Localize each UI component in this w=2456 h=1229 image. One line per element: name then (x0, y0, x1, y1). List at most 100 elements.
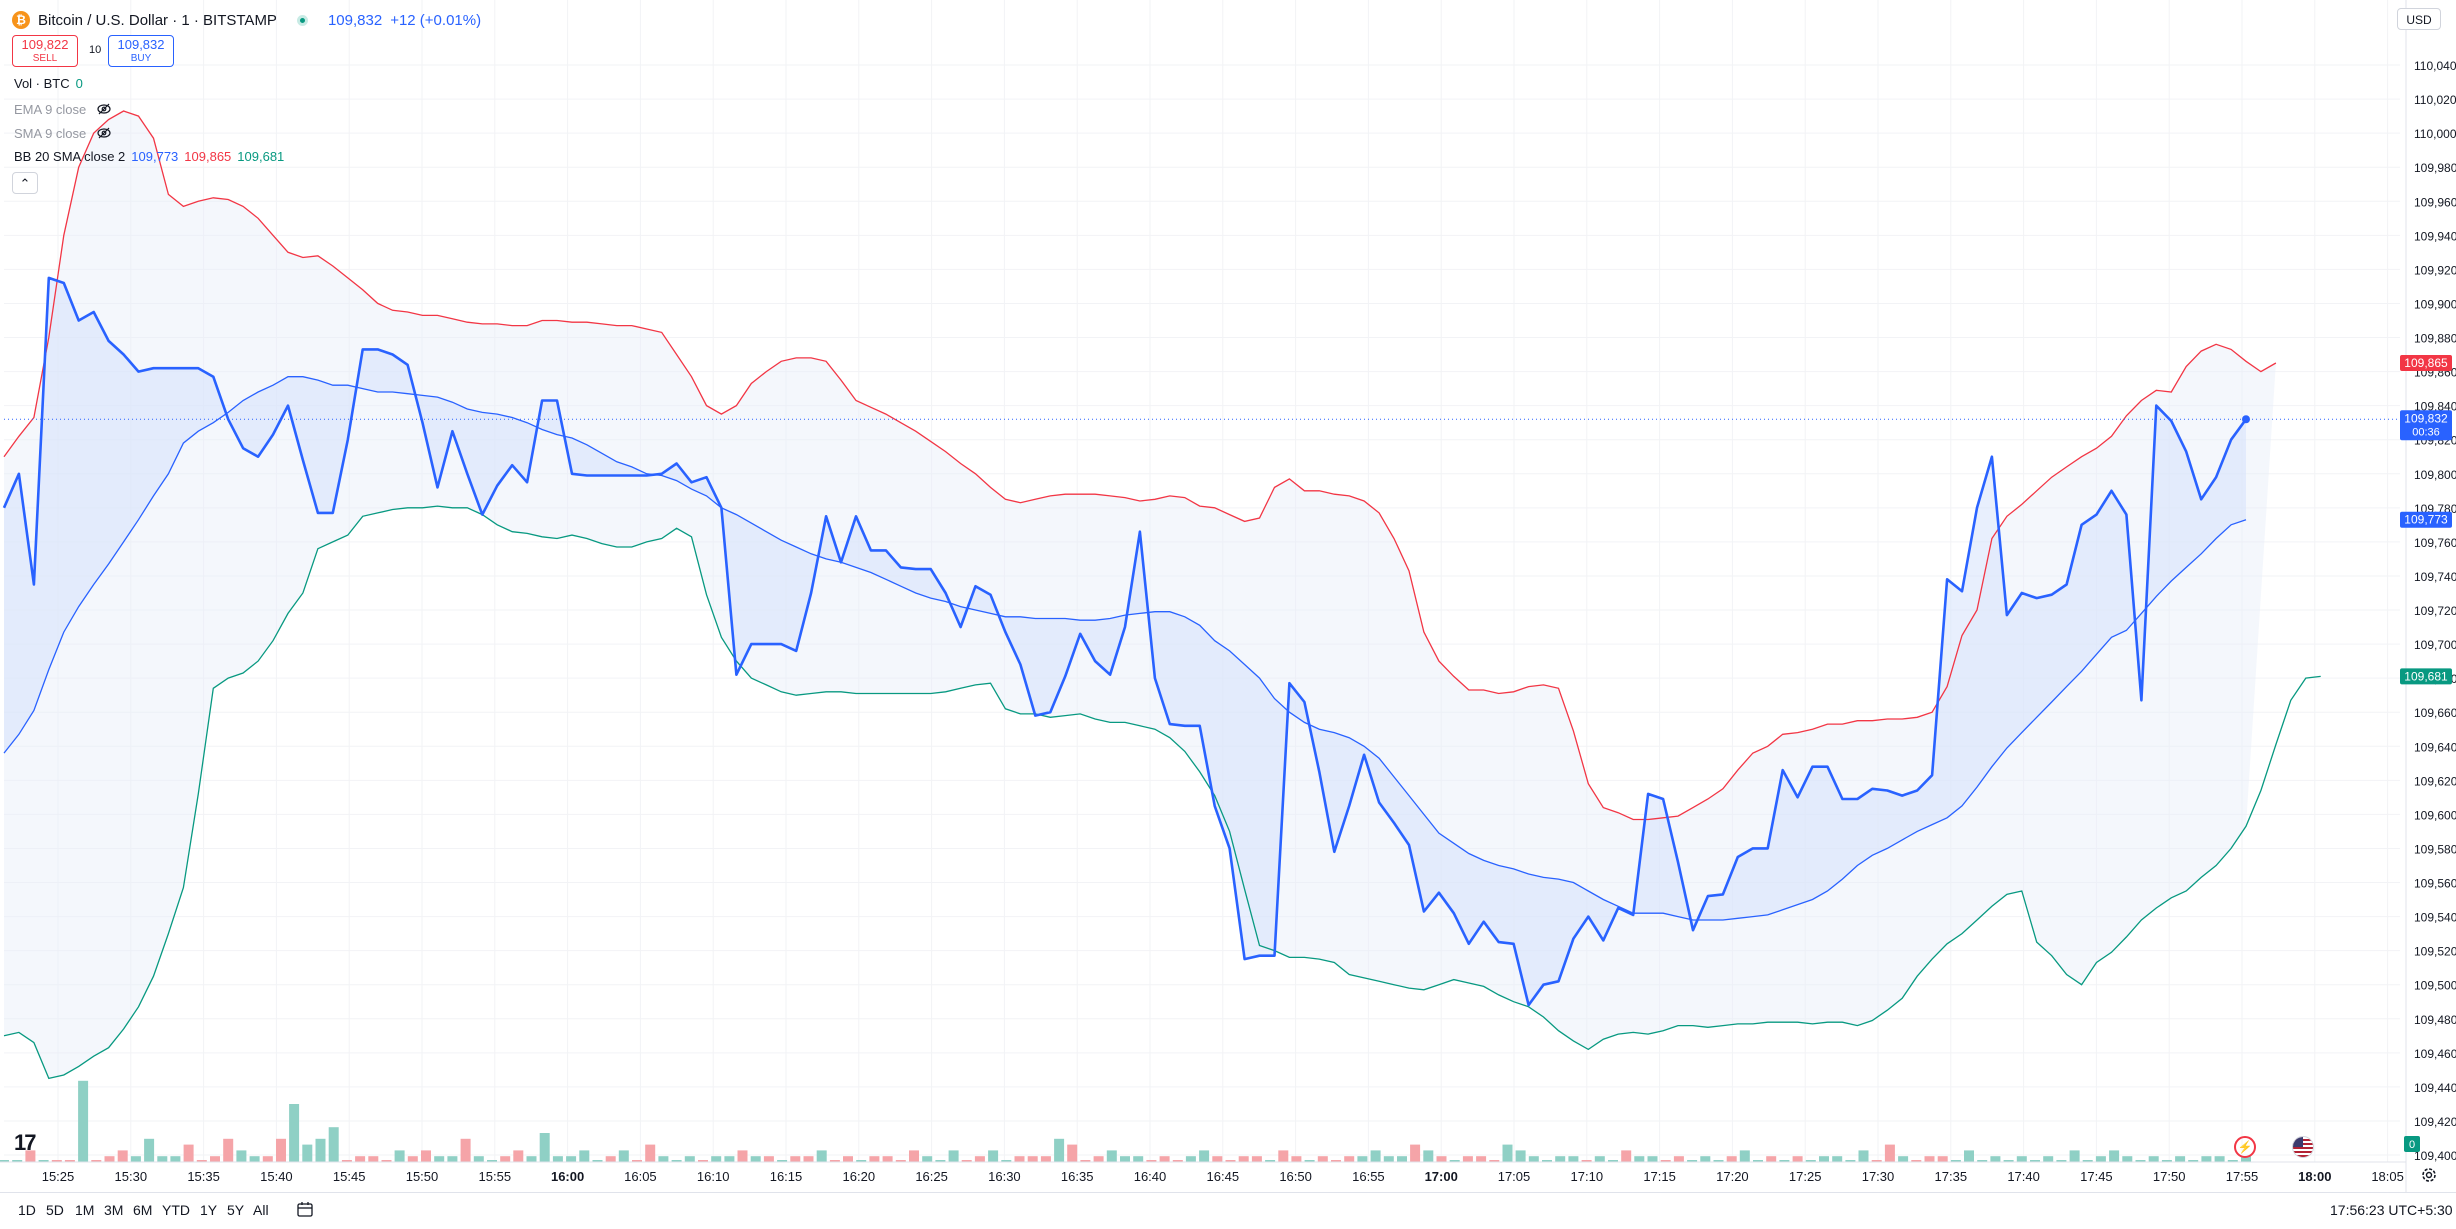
range-1m-button[interactable]: 1M (75, 1202, 95, 1218)
time-axis-label: 17:10 (1571, 1169, 1604, 1184)
range-5d-button[interactable]: 5D (46, 1202, 64, 1218)
bb-upper-line (3, 110, 2277, 821)
volume-bar (684, 1156, 695, 1162)
volume-bar (777, 1160, 788, 1162)
volume-tag-label: 0 (2409, 1139, 2415, 1151)
bb-lower-value: 109,681 (237, 149, 285, 164)
volume-bar (1792, 1156, 1803, 1162)
volume-bar (117, 1150, 128, 1162)
price-axis-label: 109,540 (2414, 911, 2456, 925)
settings-gear-icon[interactable] (2418, 1164, 2440, 1186)
time-axis-label: 16:20 (843, 1169, 876, 1184)
sell-button[interactable]: 109,822 SELL (12, 35, 78, 67)
price-axis-label: 109,720 (2414, 604, 2456, 618)
sell-label: SELL (32, 53, 58, 64)
price-axis-label: 109,800 (2414, 468, 2456, 482)
buy-button[interactable]: 109,832 BUY (108, 35, 174, 67)
spread-value: 10 (89, 44, 102, 56)
volume-bar (500, 1156, 511, 1162)
range-1d-button[interactable]: 1D (18, 1202, 36, 1218)
volume-bar (1265, 1160, 1276, 1162)
price-axis-label: 109,620 (2414, 774, 2456, 788)
range-3m-button[interactable]: 3M (104, 1202, 124, 1218)
volume-bar (2003, 1160, 2014, 1162)
volume-bar (1304, 1160, 1315, 1162)
volume-bar (1014, 1156, 1025, 1162)
range-1y-button[interactable]: 1Y (200, 1202, 218, 1218)
volume-bar (1172, 1160, 1183, 1162)
volume-bar (1027, 1156, 1038, 1162)
buy-label: BUY (130, 53, 152, 64)
volume-bar (78, 1080, 89, 1162)
collapse-legend-button[interactable]: ⌃ (12, 172, 38, 194)
price-axis-label: 109,960 (2414, 195, 2456, 209)
time-axis-label: 16:15 (770, 1169, 803, 1184)
volume-bar (711, 1156, 722, 1162)
price-tag-label: 109,865 (2404, 356, 2448, 370)
volume-bar (130, 1156, 141, 1162)
price-axis-label: 109,840 (2414, 400, 2456, 414)
volume-bar (2135, 1160, 2146, 1162)
price-tag-label: 109,681 (2404, 669, 2448, 683)
bb-upper-value: 109,865 (184, 149, 232, 164)
volume-bar (1146, 1160, 1157, 1162)
volume-bar (1673, 1156, 1684, 1162)
time-axis-label: 16:50 (1279, 1169, 1312, 1184)
legend-ema[interactable]: EMA 9 close (14, 101, 112, 117)
volume-bar (1489, 1160, 1500, 1162)
volume-bar (355, 1156, 366, 1162)
volume-bar (0, 1160, 9, 1162)
volume-bar (2069, 1150, 2080, 1162)
volume-bar (2188, 1160, 2199, 1162)
volume-bar (1964, 1150, 1974, 1162)
price-axis-label: 109,940 (2414, 229, 2456, 243)
volume-bar (552, 1156, 563, 1162)
eye-off-icon[interactable] (96, 125, 112, 141)
volume-bar (1317, 1156, 1328, 1162)
volume-bar (1700, 1156, 1711, 1162)
volume-bar (1397, 1156, 1407, 1162)
volume-bar (64, 1160, 75, 1162)
price-axis-label: 110,000 (2414, 127, 2456, 141)
us-flag-icon[interactable] (2292, 1136, 2314, 1158)
volume-bar (1871, 1160, 1882, 1162)
bb-lower-line (3, 505, 2321, 1080)
legend-sma[interactable]: SMA 9 close (14, 125, 112, 141)
range-5y-button[interactable]: 5Y (227, 1202, 245, 1218)
volume-bar (737, 1150, 748, 1162)
time-axis-label: 17:25 (1789, 1169, 1822, 1184)
calendar-icon[interactable] (296, 1200, 314, 1218)
range-ytd-button[interactable]: YTD (162, 1202, 190, 1218)
volume-bar (671, 1160, 682, 1162)
time-axis-label: 17:05 (1498, 1169, 1531, 1184)
price-axis-label: 109,480 (2414, 1013, 2456, 1027)
eye-off-icon[interactable] (96, 101, 112, 117)
range-6m-button[interactable]: 6M (133, 1202, 153, 1218)
volume-bar (895, 1160, 906, 1162)
volume-bar (1528, 1156, 1539, 1162)
volume-value: 0 (75, 76, 83, 91)
time-axis-label: 17:15 (1643, 1169, 1676, 1184)
range-all-button[interactable]: All (253, 1202, 269, 1218)
volume-bar (1739, 1150, 1750, 1162)
volume-bar (988, 1150, 999, 1162)
legend-bollinger[interactable]: BB 20 SMA close 2 109,773 109,865 109,68… (14, 149, 284, 164)
legend-volume[interactable]: Vol · BTC 0 (14, 76, 83, 91)
lightning-icon[interactable]: ⚡ (2234, 1136, 2256, 1158)
volume-bar (658, 1156, 669, 1162)
volume-bar (1093, 1156, 1104, 1162)
time-axis-label: 16:00 (551, 1169, 584, 1184)
chevron-up-icon: ⌃ (19, 176, 31, 191)
tradingview-logo-icon[interactable]: 17 (14, 1130, 37, 1155)
volume-bar (12, 1160, 23, 1162)
volume-bar (1106, 1150, 1117, 1162)
time-axis-label: 17:20 (1716, 1169, 1749, 1184)
currency-button[interactable]: USD (2397, 8, 2441, 30)
bb-basis-line (3, 376, 2247, 921)
volume-bar (262, 1156, 273, 1162)
volume-bar (1410, 1144, 1421, 1162)
utc-clock[interactable]: 17:56:23 UTC+5:30 (2330, 1202, 2453, 1218)
symbol-title[interactable]: Bitcoin / U.S. Dollar · 1 · BITSTAMP (38, 11, 277, 29)
volume-bar (2241, 1156, 2251, 1162)
